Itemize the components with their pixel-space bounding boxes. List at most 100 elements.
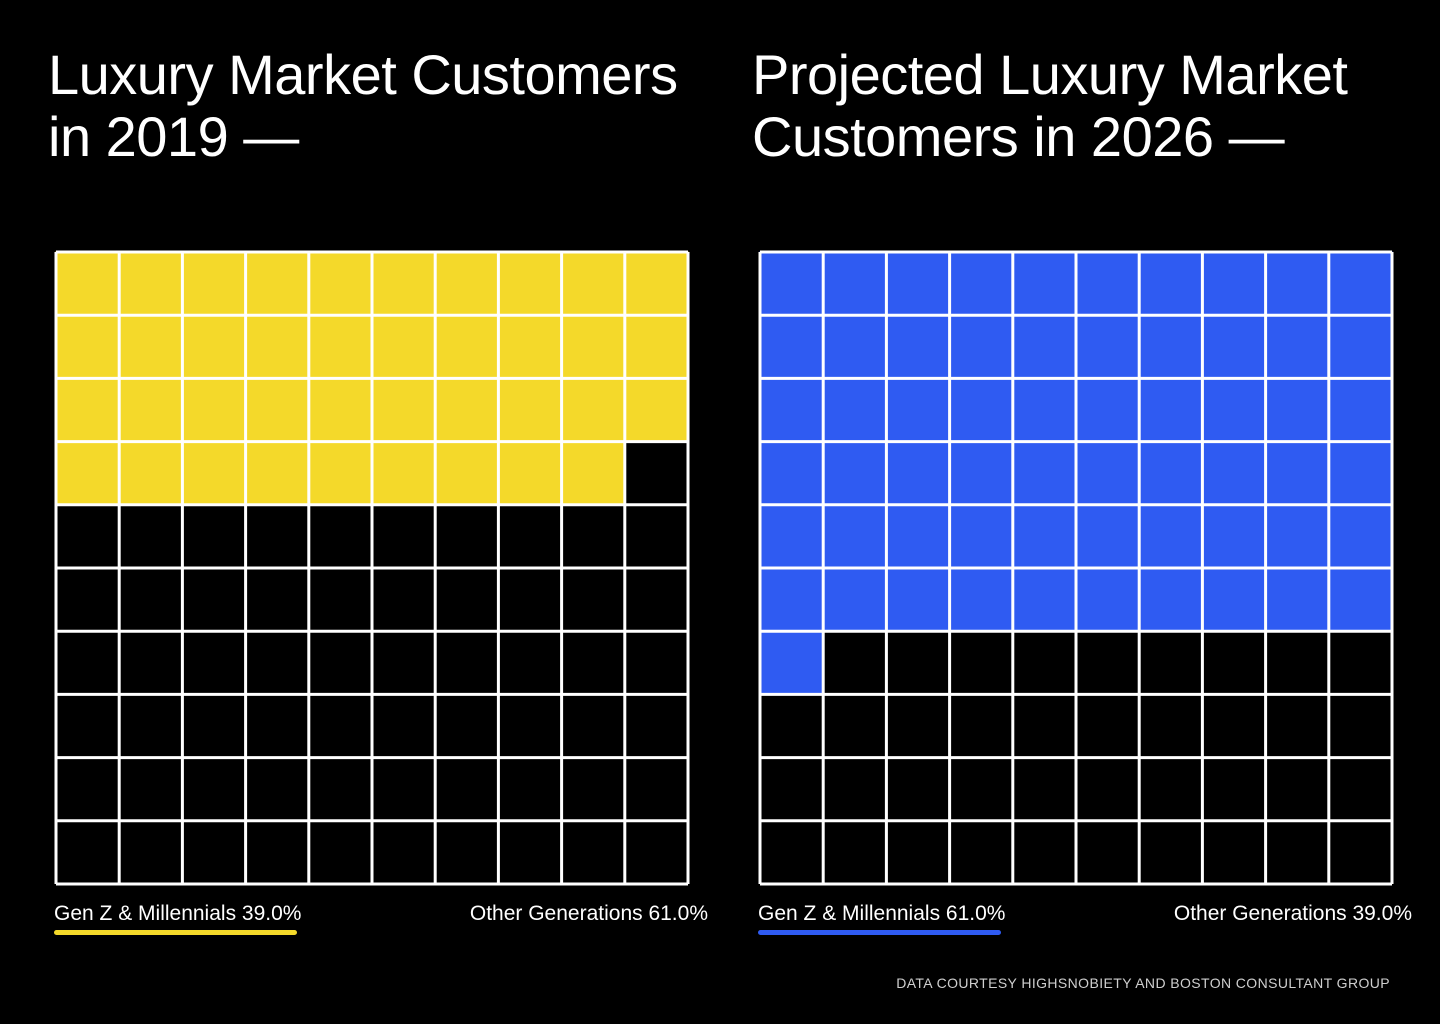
legend-underline <box>758 930 1001 935</box>
waffle-cell-filled <box>822 251 887 316</box>
waffle-cell-filled <box>1012 567 1077 632</box>
waffle-cell-filled <box>1265 251 1330 316</box>
waffle-cell-filled <box>434 441 499 506</box>
filled-cells <box>55 251 689 506</box>
waffle-cell-filled <box>308 377 373 443</box>
waffle-cell-filled <box>624 314 689 379</box>
waffle-cell-filled <box>1328 314 1393 379</box>
waffle-cell-filled <box>822 567 887 632</box>
chart-2026-panel: Projected Luxury Market Customers in 202… <box>752 0 1412 960</box>
waffle-cell-filled <box>822 314 887 379</box>
chart-title: Luxury Market Customers in 2019 — <box>48 43 678 168</box>
waffle-cell-filled <box>1201 441 1267 506</box>
waffle-cell-filled <box>371 251 436 316</box>
waffle-cell-filled <box>55 377 120 443</box>
waffle-cell-filled <box>759 251 824 316</box>
filled-cells <box>759 251 1393 695</box>
waffle-cell-filled <box>949 441 1014 506</box>
waffle-cell-filled <box>55 441 120 506</box>
waffle-cell-filled <box>308 314 373 379</box>
waffle-cell-filled <box>1201 504 1267 569</box>
waffle-cell-filled <box>624 251 689 316</box>
waffle-cell-filled <box>885 441 951 506</box>
waffle-cell-filled <box>1012 504 1077 569</box>
waffle-cell-filled <box>561 377 626 443</box>
waffle-cell-filled <box>434 251 499 316</box>
waffle-cell-filled <box>1265 504 1330 569</box>
waffle-grid <box>54 250 690 886</box>
waffle-cell-filled <box>1328 504 1393 569</box>
waffle-cell-filled <box>1328 251 1393 316</box>
waffle-cell-filled <box>885 504 951 569</box>
waffle-cell-filled <box>118 441 183 506</box>
waffle-cell-filled <box>118 251 183 316</box>
waffle-cell-filled <box>759 441 824 506</box>
waffle-cell-filled <box>1075 441 1140 506</box>
waffle-grid <box>758 250 1394 886</box>
waffle-cell-filled <box>497 251 563 316</box>
grid-lines <box>54 250 690 886</box>
chart-2019-panel: Luxury Market Customers in 2019 — Gen Z … <box>48 0 708 960</box>
grid-lines <box>758 250 1394 886</box>
waffle-cell-filled <box>885 251 951 316</box>
waffle-cell-filled <box>1328 441 1393 506</box>
waffle-cell-filled <box>245 377 310 443</box>
waffle-cell-filled <box>822 377 887 443</box>
waffle-cell-filled <box>371 441 436 506</box>
waffle-cell-filled <box>561 251 626 316</box>
waffle-cell-filled <box>1138 441 1203 506</box>
waffle-cell-filled <box>308 441 373 506</box>
waffle-cell-filled <box>308 251 373 316</box>
waffle-cell-filled <box>497 314 563 379</box>
waffle-cell-filled <box>1138 377 1203 443</box>
waffle-cell-filled <box>949 377 1014 443</box>
waffle-cell-filled <box>949 251 1014 316</box>
data-credit: DATA COURTESY HIGHSNOBIETY AND BOSTON CO… <box>896 975 1390 991</box>
waffle-cell-filled <box>181 441 247 506</box>
waffle-cell-filled <box>759 567 824 632</box>
waffle-cell-filled <box>624 377 689 443</box>
waffle-cell-filled <box>759 314 824 379</box>
waffle-cell-filled <box>1075 504 1140 569</box>
waffle-cell-filled <box>371 377 436 443</box>
waffle-cell-filled <box>1012 314 1077 379</box>
waffle-cell-filled <box>371 314 436 379</box>
legend-underline <box>54 930 297 935</box>
waffle-cell-filled <box>759 630 824 695</box>
legend-other-generations: Other Generations 39.0% <box>1173 902 1412 925</box>
waffle-cell-filled <box>55 314 120 379</box>
legend-gen-z-millennials: Gen Z & Millennials 61.0% <box>758 902 1006 925</box>
waffle-cell-filled <box>434 377 499 443</box>
waffle-cell-filled <box>118 377 183 443</box>
waffle-cell-filled <box>181 251 247 316</box>
waffle-cell-filled <box>55 251 120 316</box>
waffle-cell-filled <box>1012 441 1077 506</box>
waffle-cell-filled <box>434 314 499 379</box>
chart-title: Projected Luxury Market Customers in 202… <box>752 43 1348 168</box>
waffle-cell-filled <box>1328 377 1393 443</box>
waffle-cell-filled <box>885 377 951 443</box>
waffle-cell-filled <box>1201 251 1267 316</box>
waffle-cell-filled <box>245 251 310 316</box>
waffle-cell-filled <box>759 377 824 443</box>
waffle-cell-filled <box>118 314 183 379</box>
waffle-cell-filled <box>181 314 247 379</box>
waffle-cell-filled <box>1138 251 1203 316</box>
waffle-cell-filled <box>561 441 626 506</box>
waffle-cell-filled <box>885 314 951 379</box>
waffle-cell-filled <box>1265 314 1330 379</box>
waffle-cell-filled <box>759 504 824 569</box>
waffle-cell-filled <box>949 567 1014 632</box>
waffle-cell-filled <box>1012 251 1077 316</box>
waffle-cell-filled <box>949 314 1014 379</box>
waffle-cell-filled <box>1201 567 1267 632</box>
waffle-cell-filled <box>1075 314 1140 379</box>
waffle-cell-filled <box>1138 567 1203 632</box>
waffle-cell-filled <box>1075 251 1140 316</box>
waffle-cell-filled <box>1012 377 1077 443</box>
waffle-cell-filled <box>1075 377 1140 443</box>
waffle-cell-filled <box>245 441 310 506</box>
waffle-cell-filled <box>1138 504 1203 569</box>
waffle-cell-filled <box>1201 314 1267 379</box>
waffle-cell-filled <box>497 441 563 506</box>
